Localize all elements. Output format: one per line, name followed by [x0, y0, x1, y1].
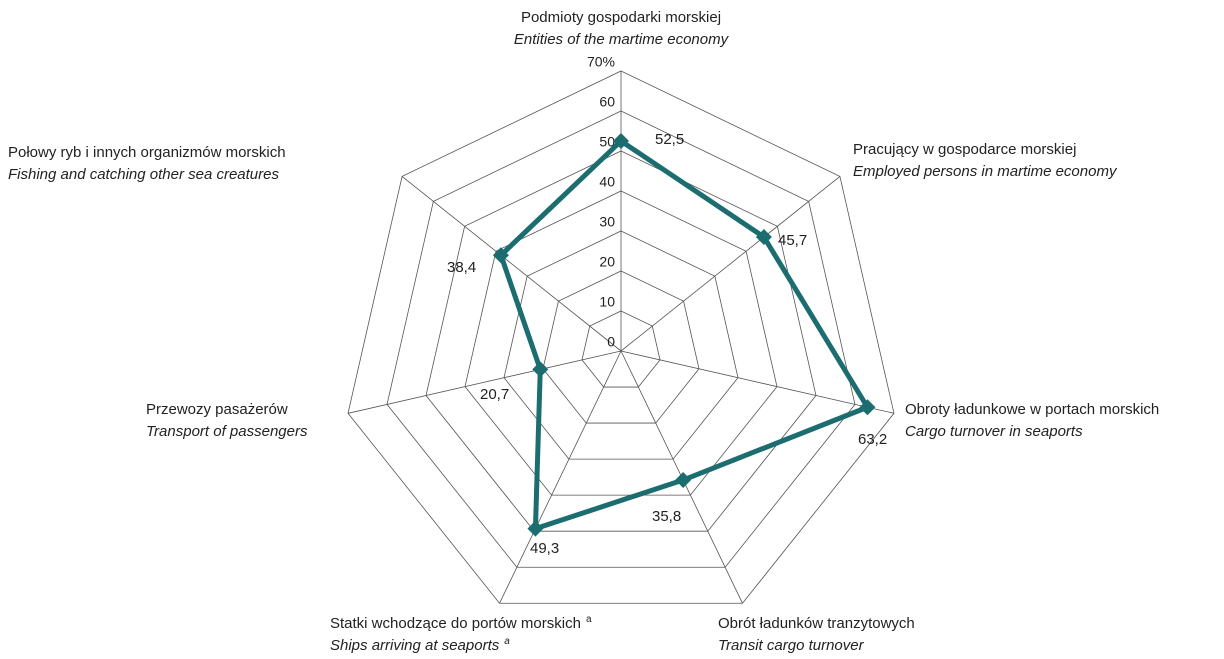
footnote-mark: a — [586, 614, 592, 625]
tick-label: 60 — [599, 94, 615, 110]
spoke — [401, 176, 622, 352]
category-label: Obrót ładunków tranzytowych — [718, 615, 915, 632]
value-label: 52,5 — [655, 131, 684, 148]
marker — [859, 399, 876, 416]
grid-ring — [503, 230, 739, 460]
grid-ring — [347, 70, 895, 604]
category-label-en: Entities of the martime economy — [514, 31, 730, 48]
value-label: 45,7 — [778, 232, 807, 249]
marker — [755, 229, 772, 246]
marker — [532, 361, 549, 378]
category-label: Połowy ryb i innych organizmów morskich — [8, 144, 286, 161]
tick-label: 50 — [599, 134, 615, 150]
value-label: 63,2 — [858, 431, 887, 448]
tick-label: 0 — [607, 334, 615, 350]
category-label-en: Employed persons in martime economy — [853, 163, 1118, 180]
grid-ring — [542, 270, 700, 424]
spoke — [620, 350, 895, 414]
value-label: 35,8 — [652, 508, 681, 525]
spoke — [499, 350, 622, 604]
marker — [675, 472, 692, 489]
category-label-en: Transit cargo turnover — [718, 637, 865, 654]
category-label: Podmioty gospodarki morskiej — [521, 9, 721, 26]
tick-label: 40 — [599, 174, 615, 190]
category-label-en: Transport of passengers — [146, 423, 308, 440]
category-label-en: Ships arriving at seaports a — [330, 636, 510, 654]
spoke — [620, 176, 841, 352]
grid-ring — [464, 190, 778, 496]
tick-label: 10 — [599, 294, 615, 310]
spoke — [347, 350, 622, 414]
marker — [527, 520, 544, 537]
marker — [492, 247, 509, 264]
category-label: Pracujący w gospodarce morskiej — [853, 141, 1076, 158]
category-label: Przewozy pasażerów — [146, 401, 288, 418]
value-label: 38,4 — [447, 259, 476, 276]
footnote-mark: a — [504, 636, 510, 647]
grid-ring — [425, 150, 817, 532]
category-label-en: Cargo turnover in seaports — [905, 423, 1083, 440]
grid-ring — [386, 110, 856, 568]
category-label: Obroty ładunkowe w portach morskich — [905, 401, 1159, 418]
category-label-en: Fishing and catching other sea creatures — [8, 166, 279, 183]
tick-label: 30 — [599, 214, 615, 230]
category-label: Statki wchodzące do portów morskich a — [330, 614, 592, 632]
grid-ring — [581, 310, 661, 388]
marker — [613, 133, 629, 149]
value-label: 49,3 — [530, 540, 559, 557]
tick-label: 70% — [587, 54, 615, 70]
tick-label: 20 — [599, 254, 615, 270]
series-line — [498, 138, 870, 532]
value-label: 20,7 — [480, 386, 509, 403]
